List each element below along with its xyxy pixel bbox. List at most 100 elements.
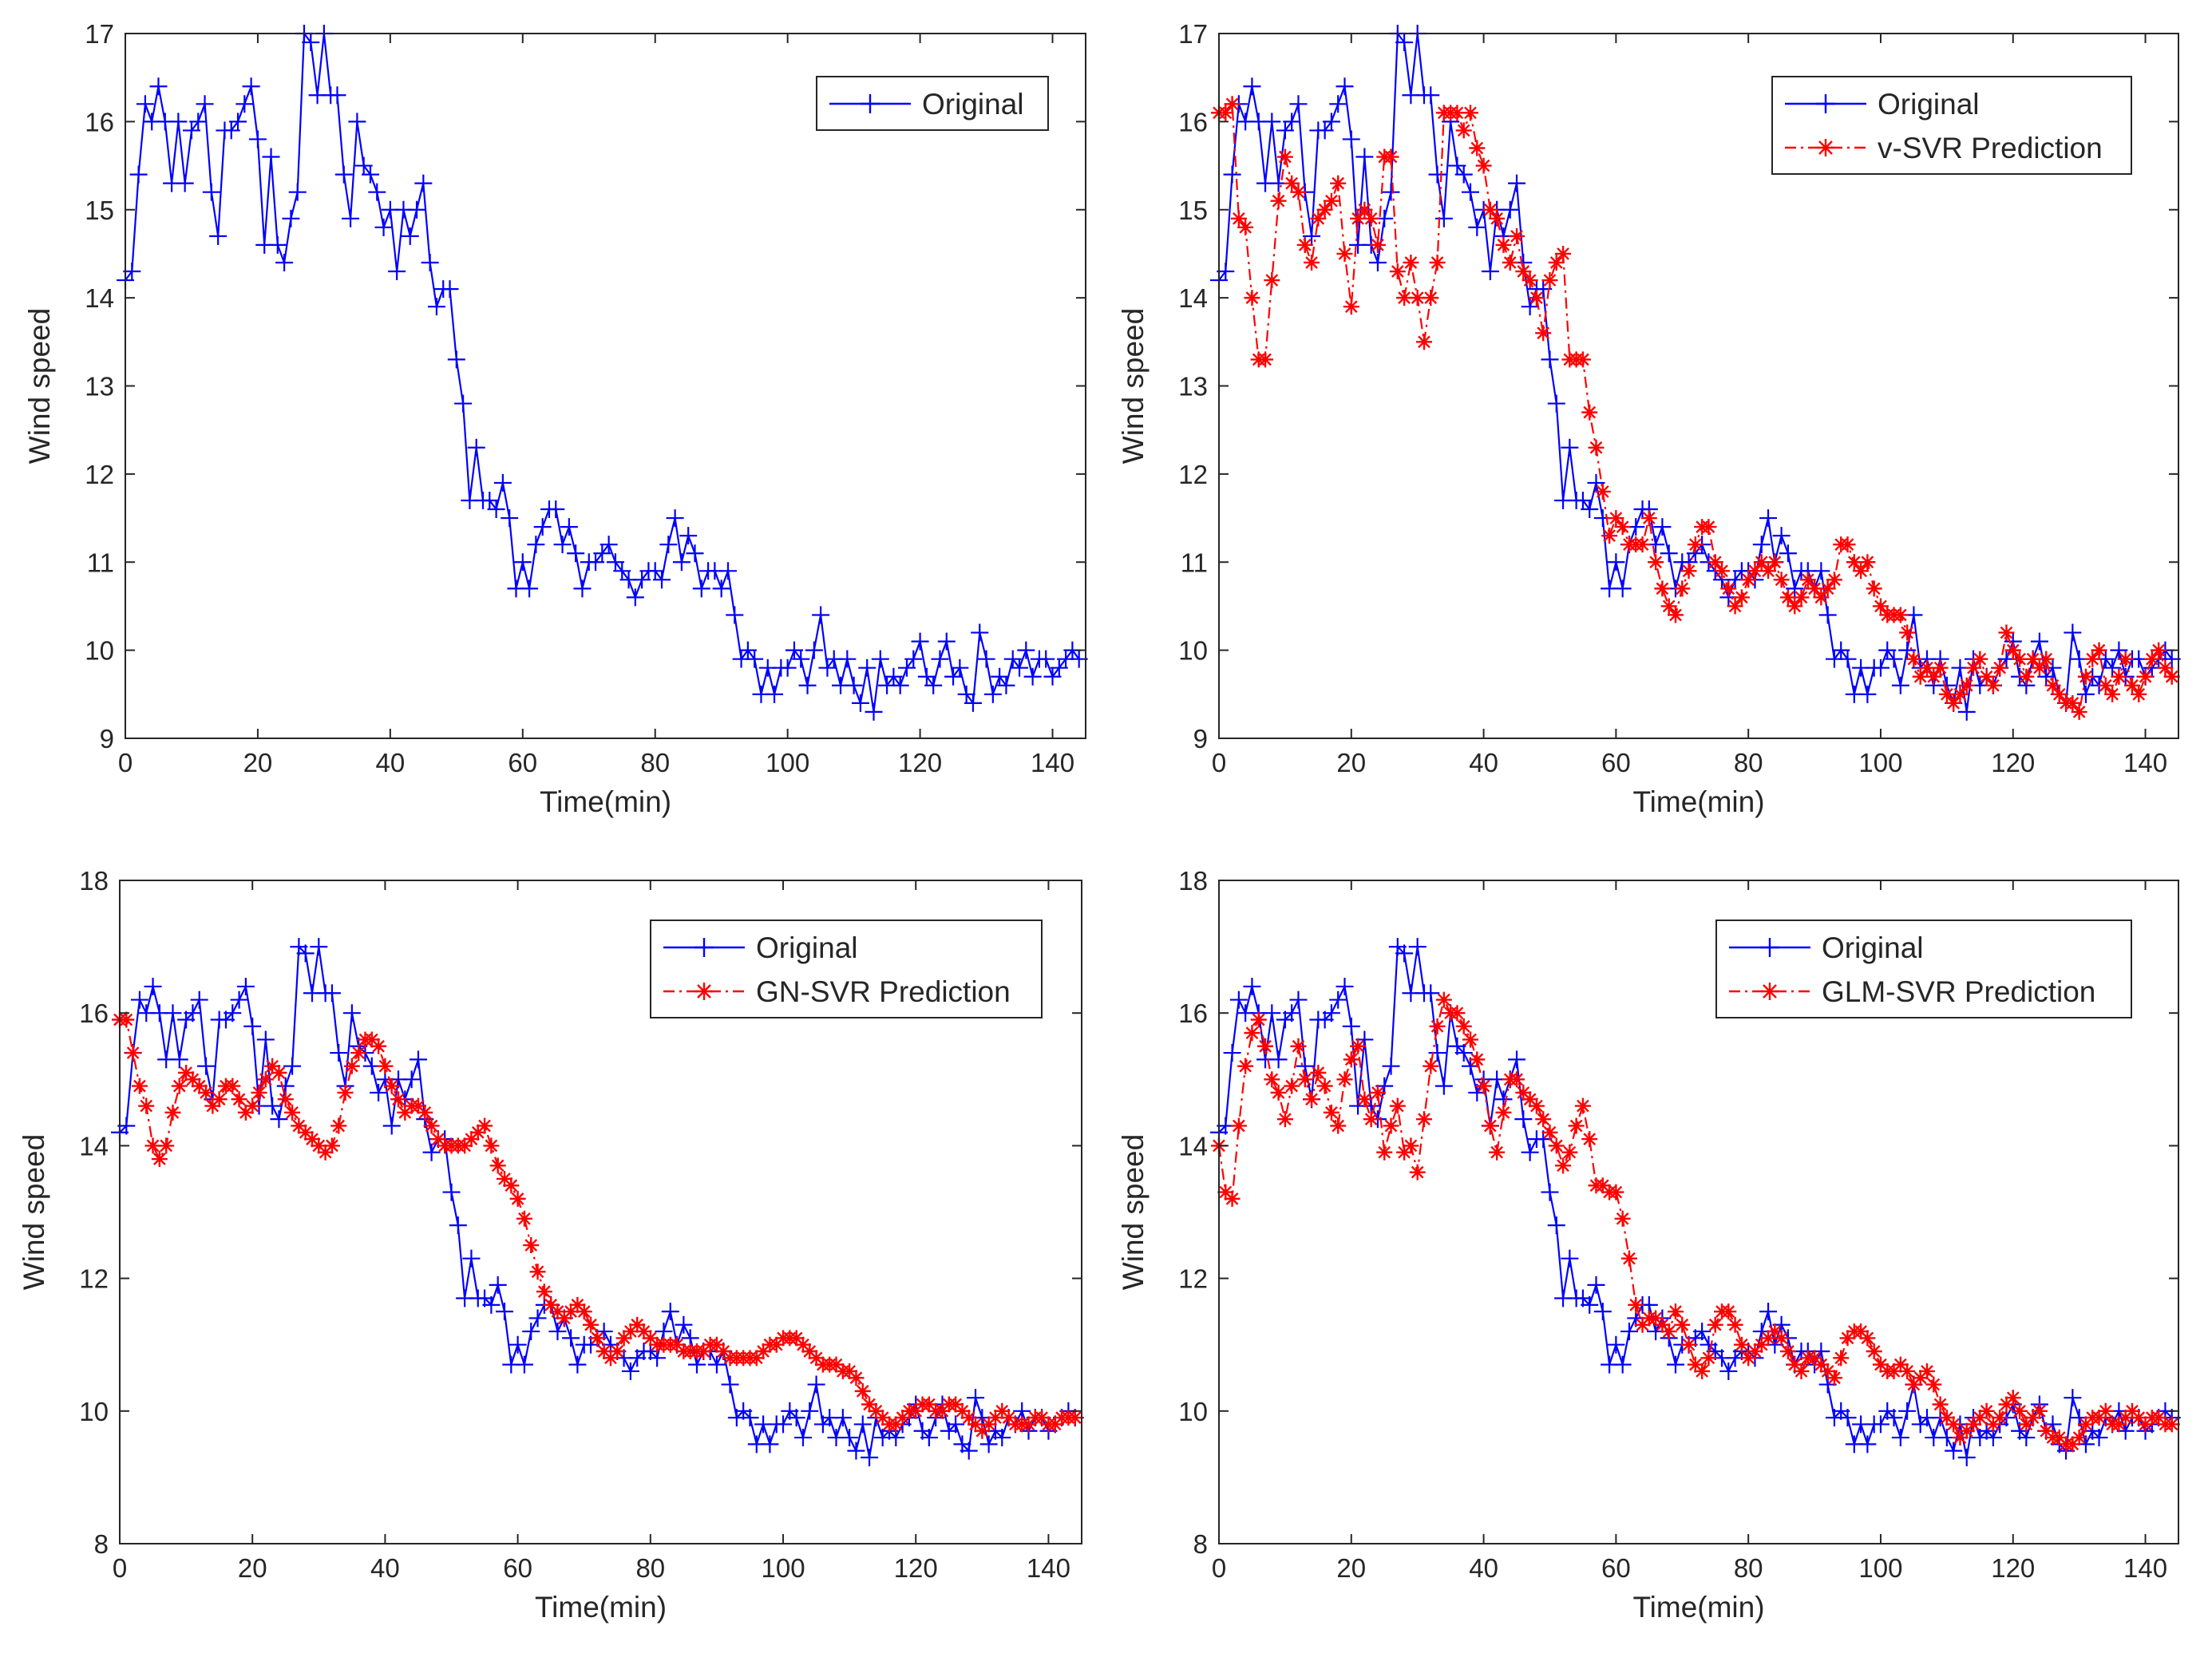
data-point: [1727, 598, 1743, 615]
data-point: [1687, 1356, 1704, 1373]
data-point: [1303, 227, 1321, 245]
data-point: [1475, 1078, 1492, 1094]
data-point: [1304, 1091, 1320, 1108]
data-point: [129, 165, 148, 184]
y-tick-label: 18: [79, 866, 109, 896]
series-prediction: [1211, 991, 2180, 1453]
data-point: [2051, 686, 2068, 702]
data-point: [861, 1448, 879, 1466]
x-axis-label: Time(min): [1632, 1591, 1764, 1624]
data-point: [2064, 694, 2081, 711]
data-point: [1838, 650, 1857, 668]
data-point: [569, 1296, 586, 1313]
data-point: [977, 650, 995, 668]
data-point: [1449, 105, 1466, 121]
data-point: [858, 659, 876, 677]
data-point: [1454, 165, 1473, 184]
data-point: [1489, 210, 1506, 227]
data-point: [263, 1097, 282, 1115]
data-point: [2131, 1410, 2147, 1426]
data-point: [854, 1382, 871, 1399]
data-point: [243, 1017, 262, 1035]
y-tick-label: 12: [1178, 1264, 1208, 1294]
data-point: [513, 553, 532, 571]
data-point: [237, 1104, 254, 1121]
data-point: [503, 1177, 520, 1194]
data-point: [2037, 667, 2056, 686]
data-point: [1740, 571, 1757, 588]
data-point: [1020, 1416, 1037, 1433]
data-point: [1965, 1416, 1982, 1433]
data-point: [785, 641, 803, 659]
data-point: [1037, 650, 1055, 668]
y-tick-label: 15: [1178, 196, 1208, 225]
data-point: [454, 394, 473, 413]
data-point: [197, 1057, 216, 1075]
data-point: [1368, 253, 1387, 271]
data-point: [838, 650, 857, 668]
data-point: [536, 1283, 552, 1300]
data-point: [2123, 677, 2140, 694]
data-point: [1614, 519, 1631, 536]
data-point: [1066, 1410, 1083, 1426]
data-point: [851, 694, 869, 712]
data-point: [798, 676, 817, 694]
data-point: [1454, 1044, 1473, 1062]
data-point: [242, 77, 260, 96]
data-point: [520, 579, 539, 598]
data-point: [1409, 290, 1426, 307]
data-point: [1653, 518, 1672, 536]
data-point: [853, 1415, 872, 1434]
data-point: [1257, 351, 1274, 368]
data-point: [1244, 1025, 1260, 1042]
data-point: [311, 1137, 327, 1154]
data-point: [1396, 1144, 1413, 1161]
data-point: [626, 588, 644, 607]
data-point: [1263, 1004, 1281, 1022]
data-point: [1509, 1071, 1525, 1088]
data-point: [361, 165, 379, 184]
data-point: [1818, 606, 1837, 624]
legend-box: [1715, 920, 2132, 1018]
y-tick-label: 8: [94, 1529, 109, 1559]
data-point: [1541, 272, 1558, 289]
data-point: [1984, 677, 2001, 694]
x-tick-label: 120: [898, 748, 942, 777]
data-point: [370, 1038, 387, 1054]
data-point: [924, 676, 943, 694]
data-point: [1224, 96, 1241, 113]
data-point: [1620, 1250, 1637, 1267]
data-point: [477, 1117, 493, 1134]
chart-panel-bottom-left: 0 20 40 60 80 100 120 140 8 10 12 14 16 18 Time(min) Wi…: [18, 866, 1084, 1624]
data-point: [496, 1303, 513, 1321]
data-point: [1047, 1416, 1063, 1433]
data-point: [573, 579, 592, 598]
data-point: [1628, 1296, 1644, 1313]
data-point: [1793, 589, 1810, 606]
data-point: [330, 1044, 348, 1062]
data-point: [1330, 175, 1347, 192]
chart-panel-top-right: 0 20 40 60 80 100 120 140 9 10 11 12 13 14 15 16 17 Time(…: [1117, 19, 2181, 818]
data-point: [1759, 509, 1778, 528]
data-point: [991, 667, 1009, 686]
data-point: [256, 1030, 275, 1049]
data-point: [1898, 1402, 1917, 1420]
data-point: [125, 1045, 141, 1062]
legend-marker: [1760, 938, 1779, 957]
data-point: [1654, 1316, 1671, 1333]
data-point: [401, 227, 419, 245]
data-point: [692, 579, 710, 598]
axes-box: [119, 880, 1082, 1544]
data-point: [1264, 1071, 1280, 1088]
data-point: [1244, 290, 1260, 307]
data-point: [1693, 1323, 1711, 1341]
data-point: [1779, 1343, 1796, 1360]
data-point: [509, 1190, 526, 1207]
data-point: [755, 1343, 772, 1360]
data-point: [377, 1058, 394, 1074]
data-point: [1613, 1355, 1632, 1374]
data-point: [1429, 254, 1446, 271]
data-point: [1310, 1064, 1327, 1081]
data-point: [291, 1117, 307, 1134]
